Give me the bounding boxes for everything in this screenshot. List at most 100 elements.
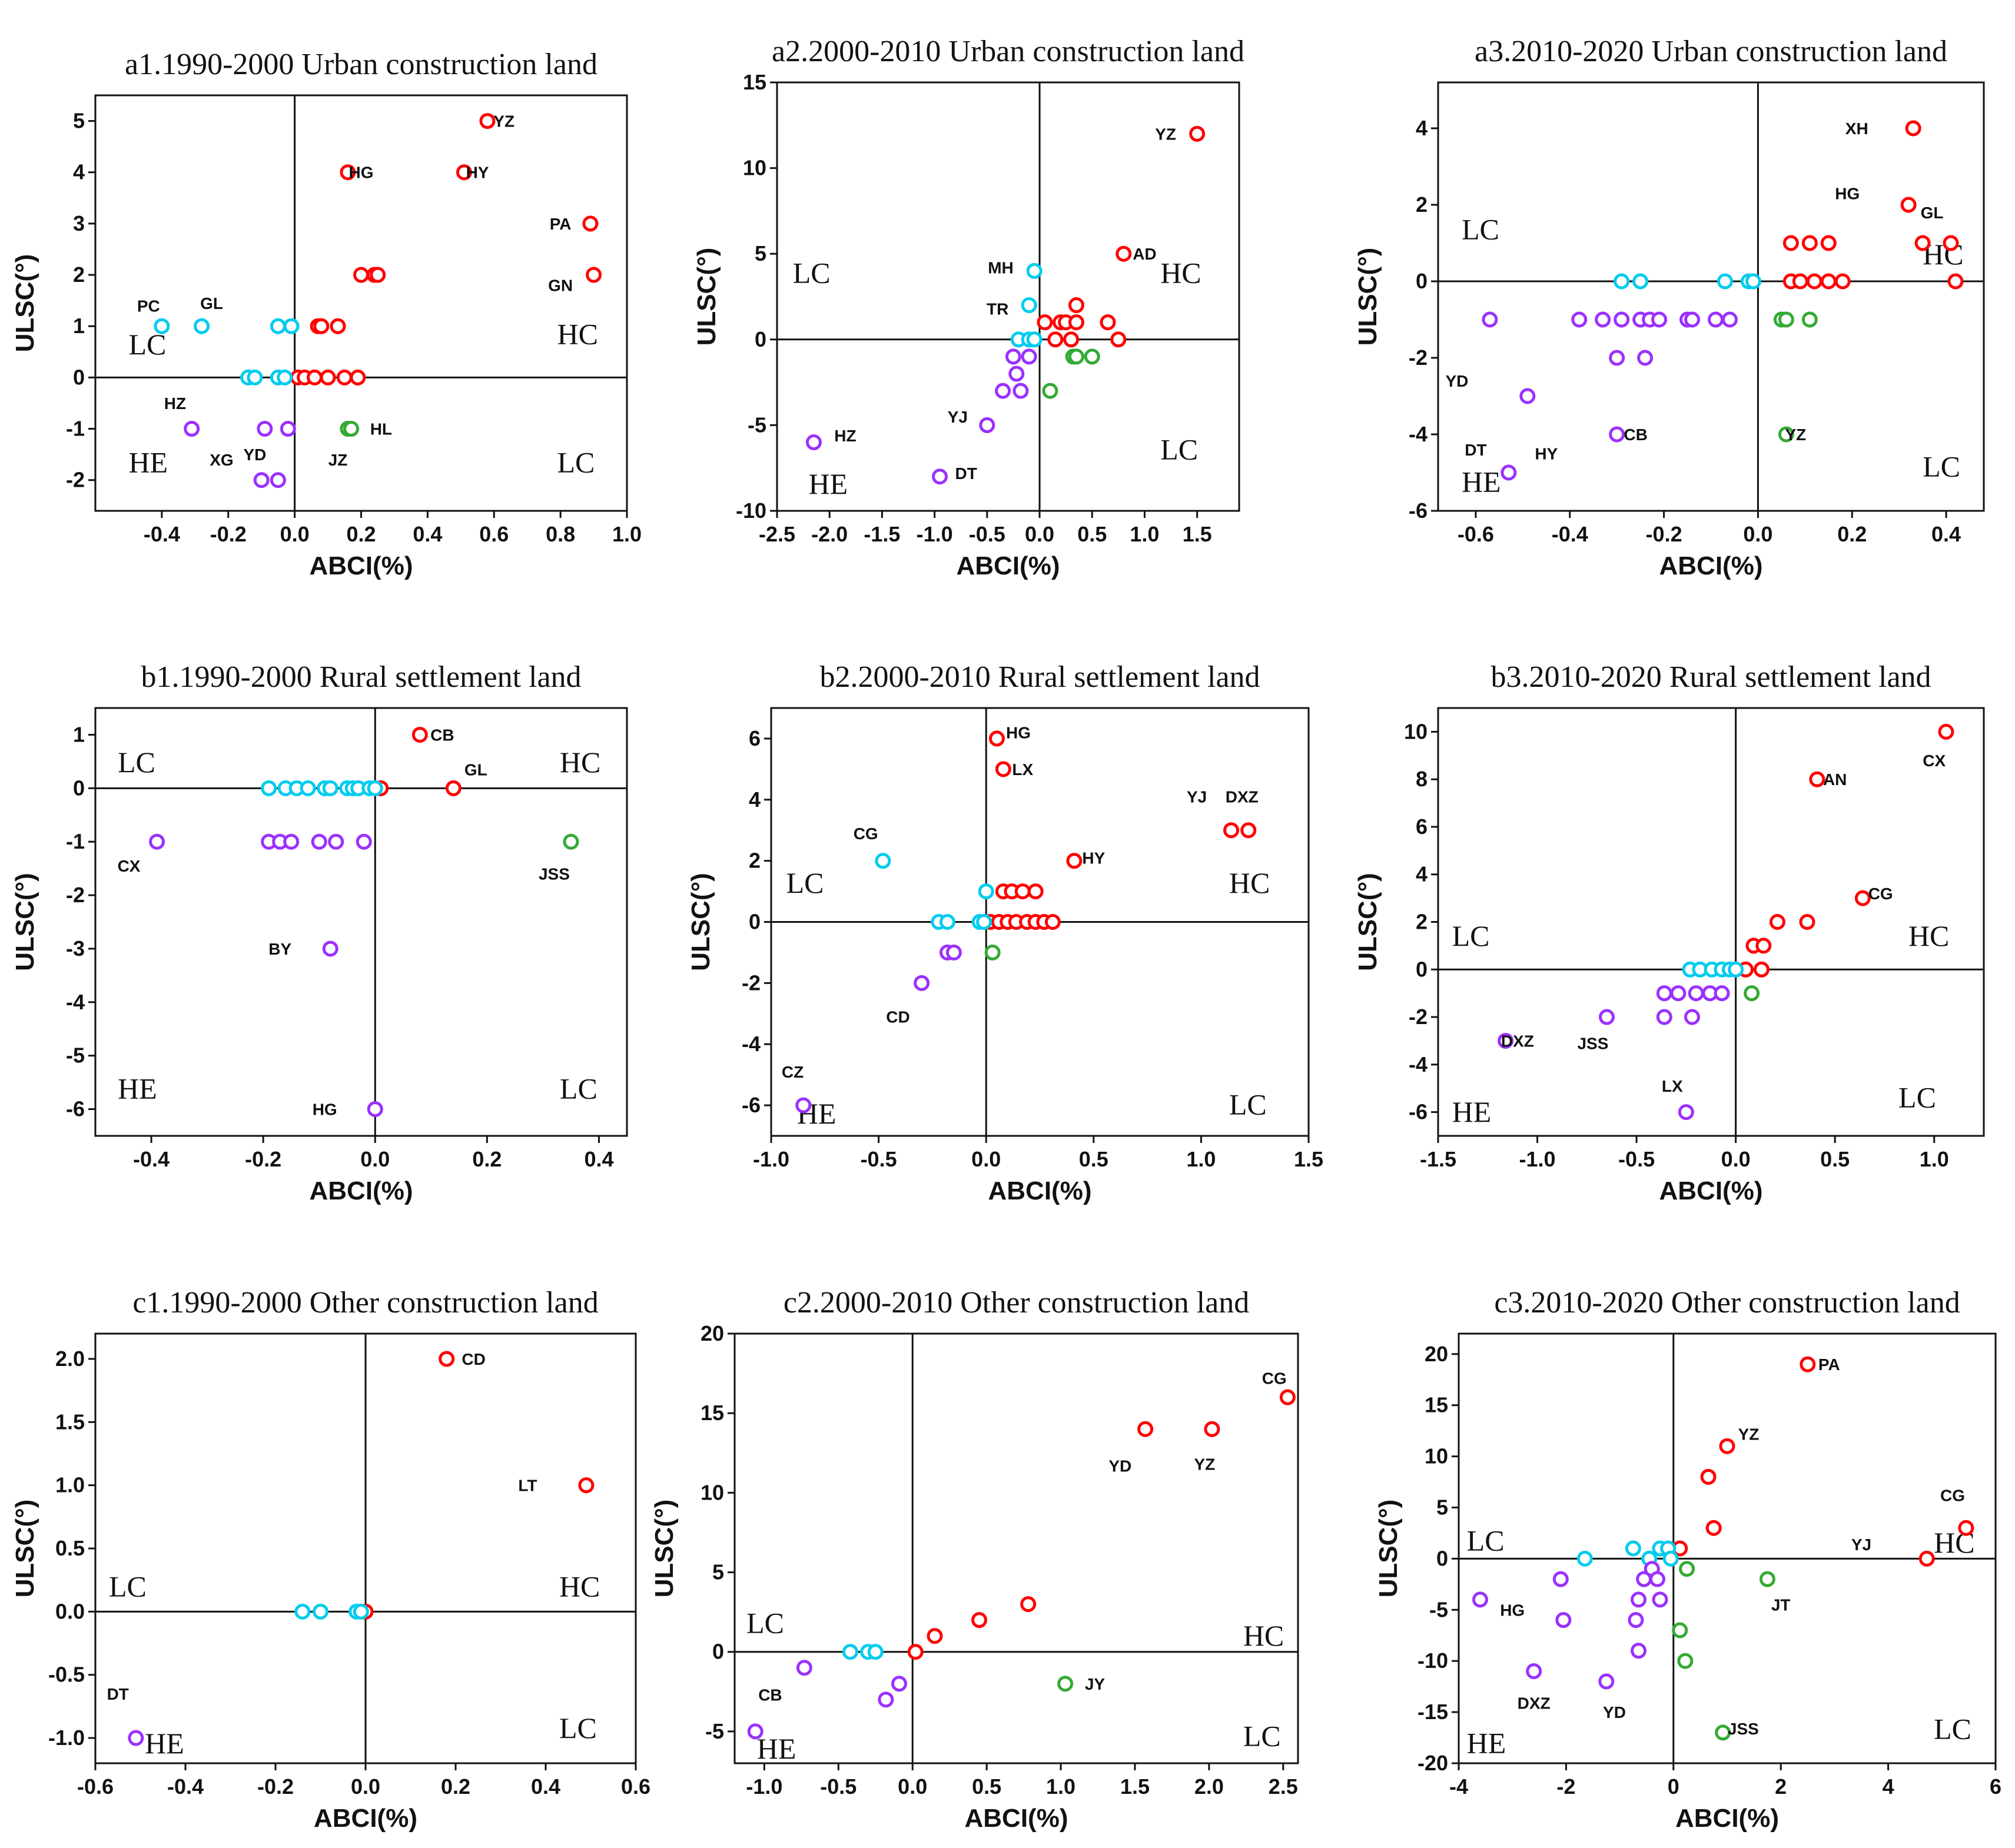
data-point-lc-low (976, 914, 992, 930)
y-tick-label: -4 (742, 1032, 761, 1056)
data-point-he (1678, 1104, 1694, 1121)
y-axis-label: ULSC(°) (11, 254, 39, 353)
plot-frame (94, 94, 628, 512)
data-point-hc (927, 1628, 943, 1644)
data-point-hc (988, 730, 1005, 747)
data-point-he (1609, 350, 1625, 366)
data-point-hc (1044, 914, 1061, 930)
y-tick-label: 2 (1416, 192, 1428, 217)
x-tick-label: 0.5 (1820, 1147, 1850, 1171)
data-point-hc (1068, 297, 1084, 314)
point-label: CB (430, 726, 454, 744)
y-tick-label: 3 (73, 211, 85, 235)
data-point-hc (1027, 883, 1044, 900)
x-tick-label: -1.0 (746, 1774, 782, 1799)
x-tick-label: 0.5 (1079, 1147, 1108, 1171)
data-point-hc (1918, 1550, 1935, 1567)
data-point-hc (1068, 314, 1084, 331)
x-axis-label: ABCI(%) (957, 551, 1060, 580)
y-axis-label: ULSC(°) (1353, 873, 1382, 971)
x-tick-label: 4 (1883, 1774, 1894, 1799)
data-point-hc (411, 726, 428, 743)
y-tick-label: -6 (742, 1093, 761, 1117)
data-point-hc (1063, 331, 1080, 348)
data-point-he (1609, 426, 1625, 443)
x-tick-label: -1.5 (1420, 1147, 1456, 1171)
data-point-hc (1820, 235, 1837, 251)
point-label: HG (1835, 185, 1860, 203)
data-point-hc (586, 267, 602, 283)
point-label: DT (107, 1685, 129, 1703)
x-tick-label: 2.5 (1269, 1774, 1298, 1799)
quadrant-label: LC (746, 1606, 784, 1639)
chart-panel-b2: b2.2000-2010 Rural settlement land -1.0 -0… (686, 660, 1323, 1205)
y-tick-label: -20 (1418, 1751, 1448, 1775)
quadrant-label: HC (559, 1570, 600, 1603)
data-point-he (1571, 311, 1588, 328)
y-tick-label: -2 (742, 970, 761, 995)
x-tick-label: -2.5 (759, 522, 795, 546)
data-point-he (1649, 1571, 1665, 1587)
quadrant-label: LC (559, 1711, 597, 1744)
y-tick-label: -2 (1409, 345, 1428, 370)
x-tick-label: 0.2 (472, 1147, 502, 1171)
point-label: XG (210, 451, 233, 469)
data-point-he (1670, 985, 1687, 1002)
data-point-he (914, 975, 930, 991)
x-tick-label: -0.6 (77, 1774, 114, 1799)
data-point-he (367, 1101, 383, 1118)
x-tick-label: 0.0 (1721, 1147, 1751, 1171)
quadrant-label: HE (1452, 1095, 1492, 1128)
point-label: PC (137, 297, 160, 315)
chart-panel-b1: b1.1990-2000 Rural settlement land -0.4 -0… (11, 660, 628, 1205)
quadrant-label: LC (560, 1072, 597, 1105)
data-point-he (257, 421, 273, 437)
x-tick-label: 0.6 (621, 1774, 650, 1799)
data-point-he (328, 833, 344, 850)
data-point-he (945, 944, 962, 960)
y-tick-label: -2 (66, 883, 85, 907)
y-tick-label: -1 (66, 417, 85, 441)
data-point-hc (1204, 1421, 1220, 1437)
data-point-he (979, 417, 995, 433)
data-point-lc-high (1042, 383, 1058, 399)
y-tick-label: 10 (1404, 719, 1428, 743)
point-label: JT (1771, 1596, 1791, 1614)
quadrant-label: HC (560, 746, 600, 779)
data-point-hc (320, 369, 336, 385)
data-point-he (1599, 1009, 1615, 1025)
quadrant-label: LC (786, 866, 824, 899)
data-point-he (1021, 348, 1037, 365)
data-point-hc (1806, 273, 1823, 290)
x-tick-label: 0.0 (1743, 522, 1772, 546)
chart-panel-c2: c2.2000-2010 Other construction land -1.0… (650, 1286, 1299, 1833)
point-label: YD (1446, 372, 1469, 390)
quadrant-label: LC (118, 746, 155, 779)
y-tick-label: -4 (1409, 1052, 1428, 1076)
data-point-lc-low (867, 1644, 884, 1660)
point-label: YZ (1194, 1455, 1215, 1474)
data-point-hc (336, 369, 353, 385)
x-tick-label: 0.0 (280, 522, 310, 546)
x-tick-label: 2 (1775, 1774, 1787, 1799)
data-point-lc-high (1715, 1724, 1731, 1741)
data-point-hc (1792, 273, 1808, 290)
plot-frame (733, 1332, 1299, 1764)
y-tick-label: 1 (73, 314, 85, 338)
point-label: DXZ (1518, 1694, 1551, 1712)
data-point-hc (370, 267, 386, 283)
data-point-hc (1900, 197, 1917, 213)
y-tick-label: 1.5 (55, 1410, 85, 1434)
data-point-he (1552, 1571, 1569, 1587)
y-tick-label: 4 (749, 787, 761, 812)
data-point-hc (1914, 235, 1931, 251)
x-tick-label: -0.5 (1618, 1147, 1655, 1171)
data-point-he (1519, 388, 1536, 404)
y-tick-label: 15 (1425, 1393, 1448, 1417)
quadrant-label: LC (1452, 919, 1490, 952)
quadrant-label: LC (1934, 1712, 1971, 1745)
data-point-he (932, 468, 948, 485)
x-tick-label: -1.0 (1519, 1147, 1556, 1171)
point-label: HG (349, 164, 374, 182)
data-point-he (1482, 311, 1498, 328)
